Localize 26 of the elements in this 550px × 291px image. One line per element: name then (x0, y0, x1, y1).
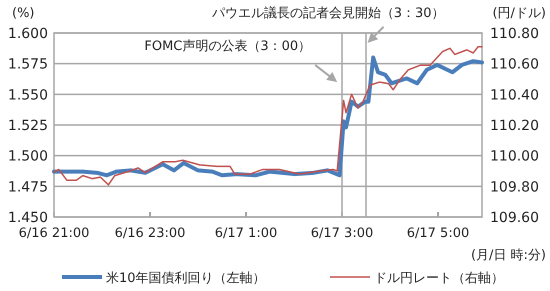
y-tick-label: 1.550 (8, 87, 48, 104)
y-tick-label: 1.525 (8, 118, 48, 134)
y-tick-label: 1.575 (8, 56, 48, 73)
annotation: パウエル議長の記者会見開始（3：30） (210, 6, 445, 21)
y2-tick-label: 110.40 (490, 87, 539, 104)
legend-label: ドル円レート（右軸） (374, 271, 504, 286)
y2-tick-label: 109.80 (490, 179, 539, 196)
x-tick-label: 6/17 5:00 (406, 226, 470, 241)
x-tick-label: 6/17 1:00 (214, 226, 278, 241)
annotation: FOMC声明の公表（3：00） (144, 39, 312, 54)
y2-axis-title: (円/ドル) (492, 6, 546, 21)
y-tick-label: 1.500 (8, 148, 48, 165)
x-tick-label: 6/16 21:00 (18, 226, 90, 241)
y2-tick-label: 110.80 (490, 26, 539, 42)
y-axis-title: (%) (12, 6, 34, 21)
x-axis-title: (月/日 時:分) (470, 248, 546, 263)
y2-tick-label: 110.60 (490, 56, 539, 73)
y2-tick-label: 109.60 (490, 210, 539, 226)
x-tick-label: 6/17 3:00 (310, 226, 374, 241)
y-tick-label: 1.450 (8, 210, 48, 226)
y-tick-label: 1.475 (8, 179, 48, 196)
legend-label: 米10年国債利回り（左軸） (106, 271, 266, 286)
y2-tick-label: 110.00 (490, 148, 539, 165)
y2-tick-label: 110.20 (490, 118, 539, 134)
x-tick-label: 6/16 23:00 (114, 226, 186, 241)
y-tick-label: 1.600 (8, 26, 48, 42)
